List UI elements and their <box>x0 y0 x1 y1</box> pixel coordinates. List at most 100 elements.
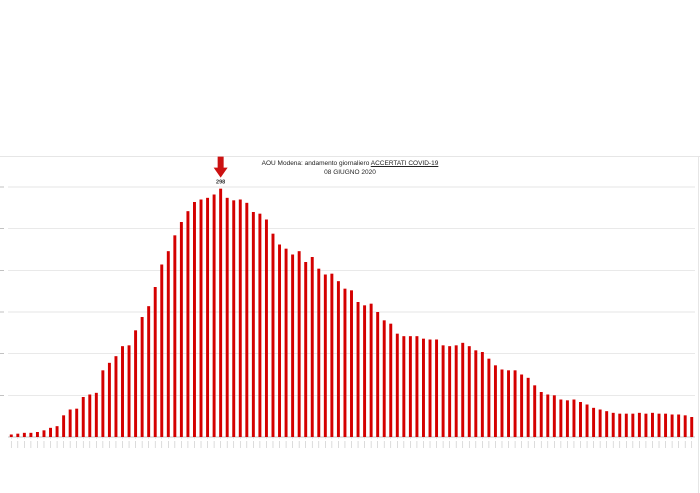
bar <box>493 365 497 437</box>
bar <box>611 412 615 437</box>
bar <box>605 411 609 437</box>
bar <box>186 211 190 437</box>
bar <box>592 407 596 437</box>
bar <box>107 362 111 437</box>
bar <box>271 233 275 437</box>
chart-title-emphasis: ACCERTATI COVID-19 <box>370 160 439 167</box>
bar <box>278 244 282 437</box>
bar <box>402 336 406 437</box>
bar <box>55 426 59 437</box>
bar <box>664 413 668 437</box>
bar <box>225 197 229 437</box>
bar <box>520 374 524 437</box>
bar <box>206 197 210 437</box>
bar <box>192 202 196 437</box>
bar <box>336 281 340 437</box>
bar <box>598 409 602 437</box>
bar <box>245 202 249 437</box>
bar <box>415 336 419 437</box>
bar <box>677 414 681 437</box>
bar <box>232 200 236 437</box>
bar <box>238 199 242 437</box>
bar <box>389 323 393 437</box>
bar <box>474 350 478 437</box>
bar <box>49 427 53 437</box>
bar <box>513 370 517 437</box>
bar <box>670 414 674 437</box>
bar <box>618 413 622 437</box>
bar <box>212 194 216 437</box>
bar <box>310 257 314 437</box>
bar <box>304 262 308 437</box>
bar <box>683 415 687 437</box>
bar <box>62 415 66 437</box>
bar <box>533 385 537 437</box>
bar <box>264 219 268 437</box>
chart-title-prefix: AOU Modena: andamento giornaliero <box>261 160 371 167</box>
bar <box>428 339 432 437</box>
bar <box>160 264 164 437</box>
bar <box>441 345 445 437</box>
bar <box>134 330 138 437</box>
bar <box>42 430 46 437</box>
bar <box>9 434 13 437</box>
bar <box>68 409 72 437</box>
bar <box>435 339 439 437</box>
bar <box>350 290 353 437</box>
peak-value-label: 298 <box>216 180 225 186</box>
bar <box>637 412 641 437</box>
bar <box>16 433 20 437</box>
bar <box>35 432 39 437</box>
bar <box>22 432 26 437</box>
bar <box>461 342 465 437</box>
bar <box>153 287 157 437</box>
bar <box>356 302 360 437</box>
bar <box>546 394 550 437</box>
bar <box>323 274 327 437</box>
chart-right-border <box>698 156 699 493</box>
bar <box>382 320 386 437</box>
bar <box>284 248 288 437</box>
bar <box>579 402 582 437</box>
bar <box>114 356 118 437</box>
bar <box>376 312 380 437</box>
bar <box>121 346 124 437</box>
bar <box>585 404 589 437</box>
bar <box>173 235 177 437</box>
bar <box>369 303 373 437</box>
bar <box>657 413 661 437</box>
bar <box>650 412 654 437</box>
bar <box>166 251 170 437</box>
bar <box>487 358 491 437</box>
bar <box>29 432 33 437</box>
bar <box>219 188 223 437</box>
bar <box>81 397 85 437</box>
bar <box>552 395 556 437</box>
bar <box>480 352 484 437</box>
bar <box>75 408 79 437</box>
peak-arrow-icon <box>213 156 228 178</box>
bar <box>559 399 563 437</box>
bar <box>539 392 543 437</box>
bar <box>565 400 569 437</box>
bar <box>101 370 105 437</box>
bar <box>199 199 203 437</box>
chart-top-border <box>0 156 700 157</box>
bar <box>330 273 334 437</box>
bar <box>127 345 131 437</box>
bar <box>631 413 635 437</box>
bar <box>448 346 452 437</box>
bar <box>88 394 92 437</box>
bar <box>147 306 151 437</box>
bar <box>251 212 255 437</box>
chart-title: AOU Modena: andamento giornaliero ACCERT… <box>0 160 700 167</box>
bar <box>343 288 347 437</box>
bar <box>408 336 412 437</box>
bar <box>526 377 530 437</box>
bar <box>94 392 98 437</box>
bar <box>179 222 183 437</box>
bar <box>467 346 471 437</box>
bar <box>291 254 295 437</box>
bar <box>572 399 576 437</box>
